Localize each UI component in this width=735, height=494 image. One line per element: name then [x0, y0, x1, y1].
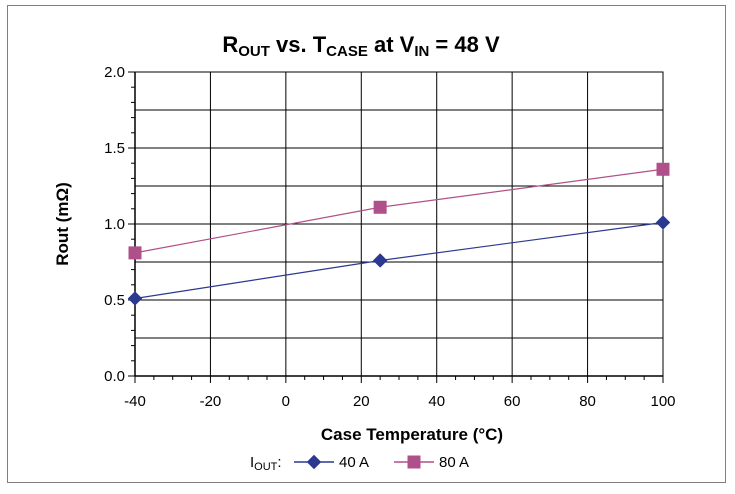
y-tick-label: 1.0 [104, 216, 125, 233]
chart-title: ROUT vs. TCASE at VIN = 48 V [222, 32, 500, 60]
x-tick-label: 60 [504, 393, 521, 410]
y-tick-label: 2.0 [104, 64, 125, 81]
legend-title: IOUT: [250, 454, 282, 473]
x-tick-label: 80 [579, 393, 596, 410]
data-point-40-a [127, 291, 143, 306]
legend-marker-40-a [306, 454, 322, 470]
data-point-40-a [372, 253, 388, 268]
data-point-80-a [128, 246, 142, 260]
x-tick-label: 20 [353, 393, 370, 410]
chart-title-part: = 48 V [429, 32, 500, 57]
series-layer [127, 162, 671, 306]
chart-title-part: OUT [238, 43, 270, 60]
chart-title-part: R [222, 32, 238, 57]
legend-title-main: I [250, 454, 254, 471]
data-point-80-a [656, 162, 670, 176]
x-tick-label: 0 [282, 393, 290, 410]
chart-title-part: vs. T [270, 32, 327, 57]
y-axis-label: Rout (mΩ) [53, 182, 72, 266]
legend-item-80-a: 80 A [394, 454, 469, 471]
plot-axes: -40 -20 0 20 40 60 80 100 0.0 0.5 1.0 1.5 2.0 [104, 64, 675, 410]
series-80-a [128, 162, 670, 260]
x-tick-label: 100 [650, 393, 675, 410]
y-tick-label: 0.0 [104, 368, 125, 385]
legend-item-40-a: 40 A [294, 454, 369, 471]
chart-title-part: IN [414, 43, 429, 60]
y-tick-label: 1.5 [104, 140, 125, 157]
legend-label-80-a: 80 A [439, 454, 469, 471]
chart-title-part: CASE [326, 43, 368, 60]
chart-title-part: at V [368, 32, 415, 57]
data-point-40-a [655, 215, 671, 230]
legend-marker-80-a [407, 455, 421, 469]
legend-title-sub: OUT [254, 461, 278, 473]
plot-grid [134, 71, 664, 377]
series-40-a [127, 215, 671, 306]
legend-label-40-a: 40 A [339, 454, 369, 471]
x-tick-label: -40 [124, 393, 146, 410]
legend-title-suffix: : [277, 454, 281, 471]
x-tick-label: 40 [428, 393, 445, 410]
x-axis-label: Case Temperature (°C) [321, 425, 503, 444]
y-tick-label: 0.5 [104, 292, 125, 309]
x-tick-label: -20 [200, 393, 222, 410]
data-point-80-a [373, 200, 387, 214]
legend: IOUT: 40 A 80 A [250, 454, 469, 473]
